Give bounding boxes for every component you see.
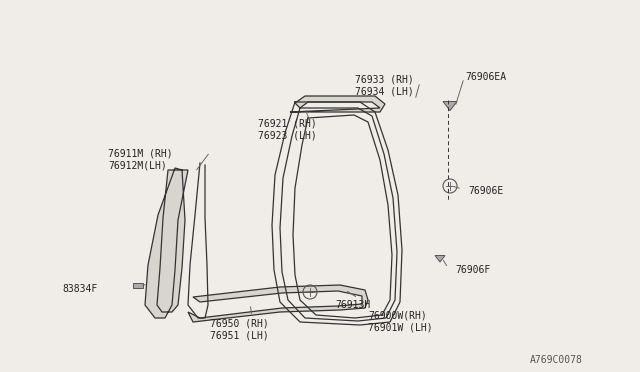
Text: 76913H: 76913H (335, 300, 371, 310)
Text: 76912M(LH): 76912M(LH) (108, 160, 167, 170)
Text: 76950 (RH): 76950 (RH) (210, 318, 269, 328)
Text: 76900W(RH): 76900W(RH) (368, 311, 427, 321)
Polygon shape (188, 285, 368, 322)
Polygon shape (435, 256, 445, 262)
Text: 76951 (LH): 76951 (LH) (210, 330, 269, 340)
Text: 76906E: 76906E (468, 186, 503, 196)
Text: 76906EA: 76906EA (465, 72, 506, 82)
Bar (133, 282, 143, 288)
Text: 76923 (LH): 76923 (LH) (258, 130, 317, 140)
Polygon shape (290, 96, 385, 112)
Polygon shape (145, 168, 188, 318)
Text: 83834F: 83834F (62, 284, 97, 294)
Text: 76901W (LH): 76901W (LH) (368, 323, 433, 333)
Text: 76921 (RH): 76921 (RH) (258, 118, 317, 128)
Text: 76911M (RH): 76911M (RH) (108, 148, 173, 158)
Text: 76934 (LH): 76934 (LH) (355, 87, 413, 97)
Polygon shape (443, 102, 457, 110)
Text: 76906F: 76906F (455, 265, 490, 275)
Text: 76933 (RH): 76933 (RH) (355, 75, 413, 85)
Text: A769C0078: A769C0078 (530, 355, 583, 365)
